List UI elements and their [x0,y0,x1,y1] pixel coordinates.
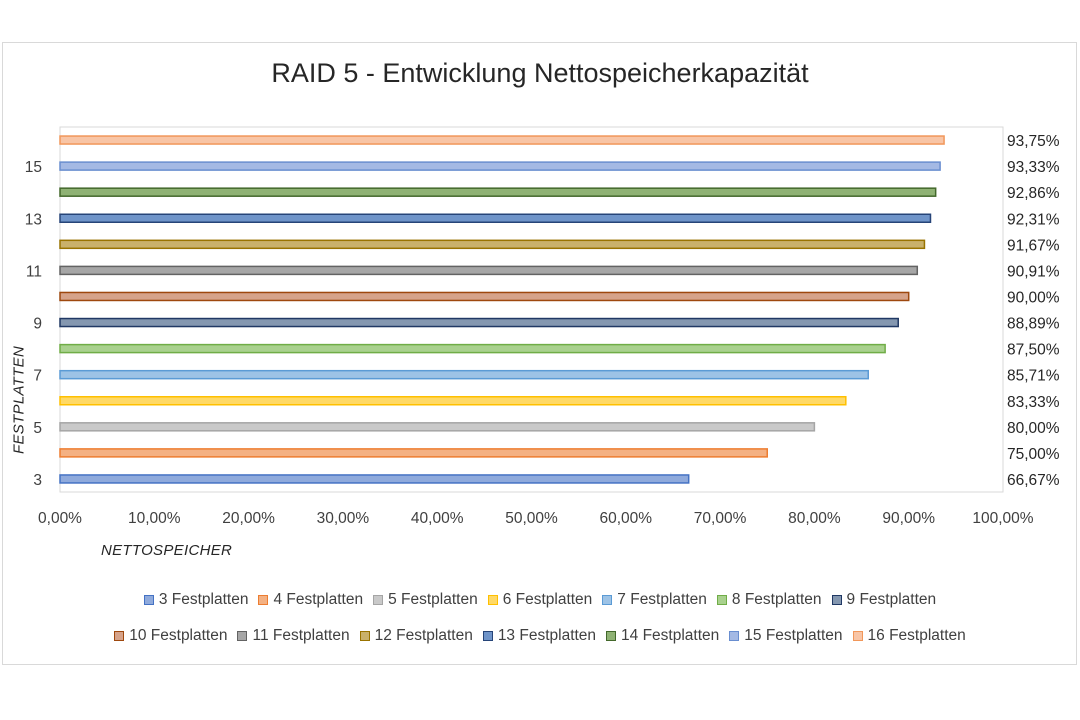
bar-4 [59,448,768,458]
legend-swatch [258,595,269,605]
data-label-14: 92,86% [1007,185,1060,202]
legend-swatch [487,595,498,605]
bar-11 [59,265,919,276]
legend-label: 15 Festplatten [744,627,843,644]
legend-item-8: 8 Festplatten [716,591,822,609]
y-tick-label-15: 15 [25,159,42,176]
data-label-9: 88,89% [1007,316,1060,333]
bar-3 [59,474,690,484]
legend-item-15: 15 Festplatten [729,627,843,645]
x-tick-label-8: 80,00% [788,510,841,527]
legend-item-6: 6 Festplatten [487,591,593,609]
legend-swatch [716,595,727,605]
legend-swatch [114,631,125,641]
legend-swatch [852,631,863,641]
bar-14 [59,187,937,197]
y-tick-label-11: 11 [26,263,42,280]
legend-item-9: 9 Festplatten [831,591,937,609]
legend-label: 4 Festplatten [273,591,364,608]
legend-item-16: 16 Festplatten [852,627,966,645]
data-label-4: 75,00% [1007,446,1060,463]
bar-9 [59,317,899,328]
legend-label: 8 Festplatten [731,591,822,608]
legend-label: 5 Festplatten [388,591,478,608]
legend-item-5: 5 Festplatten [373,591,478,609]
chart-area [2,42,1077,665]
data-label-16: 93,75% [1007,133,1060,150]
legend-label: 6 Festplatten [502,591,593,608]
legend-row-2: 10 Festplatten 11 Festplatten 12 Festplatt… [0,627,1080,645]
bar-16 [59,135,945,145]
y-tick-label-5: 5 [33,420,42,437]
bar-6 [59,396,847,406]
plot-area-border [59,126,1004,493]
y-tick-label-13: 13 [25,211,42,228]
chart-title: RAID 5 - Entwicklung Nettospeicherkapazi… [271,58,809,88]
legend-item-12: 12 Festplatten [359,627,473,645]
data-label-6: 83,33% [1007,394,1060,411]
x-tick-label-10: 100,00% [972,510,1033,527]
data-label-8: 87,50% [1007,342,1060,359]
data-label-13: 92,31% [1007,211,1060,228]
bar-7 [59,369,869,380]
y-tick-label-3: 3 [33,472,42,489]
data-label-3: 66,67% [1007,472,1060,489]
legend-label: 16 Festplatten [867,627,966,644]
data-label-12: 91,67% [1007,237,1060,254]
x-tick-label-7: 70,00% [694,510,747,527]
legend-swatch [143,595,154,605]
bar-15 [59,161,941,171]
legend-label: 9 Festplatten [846,591,937,608]
legend-label: 7 Festplatten [617,591,707,608]
legend-label: 13 Festplatten [497,627,597,644]
legend-item-3: 3 Festplatten [143,591,249,609]
x-tick-label-5: 50,00% [505,510,558,527]
x-tick-label-4: 40,00% [411,510,464,527]
legend-label: 12 Festplatten [374,627,473,644]
legend-label: 3 Festplatten [158,591,249,608]
legend-swatch [729,631,740,641]
legend-item-14: 14 Festplatten [606,627,719,645]
x-tick-label-2: 20,00% [222,510,275,527]
legend-label: 10 Festplatten [129,627,228,644]
bar-13 [59,213,932,223]
x-axis-label: NETTOSPEICHER [101,542,233,559]
legend-label: 14 Festplatten [621,627,720,644]
y-axis-label: FESTPLATTEN [10,345,28,455]
x-tick-label-9: 90,00% [882,510,935,527]
legend-label: 11 Festplatten [252,627,350,644]
x-tick-label-3: 30,00% [317,510,370,527]
legend-item-10: 10 Festplatten [114,627,227,645]
legend-item-7: 7 Festplatten [602,591,707,609]
legend-swatch [359,631,370,641]
bar-12 [59,239,926,250]
legend-item-4: 4 Festplatten [258,591,363,609]
legend-swatch [606,631,617,641]
y-tick-label-7: 7 [33,368,42,385]
data-label-15: 93,33% [1007,159,1060,176]
legend-swatch [482,631,493,641]
data-label-11: 90,91% [1007,263,1060,280]
legend-row-1: 3 Festplatten 4 Festplatten 5 Festplatten 6… [0,591,1080,609]
bar-8 [59,343,886,354]
data-label-10: 90,00% [1007,289,1060,306]
x-tick-label-6: 60,00% [600,510,653,527]
bar-10 [59,291,910,302]
data-label-5: 80,00% [1007,420,1060,437]
legend-swatch [831,595,842,605]
legend-swatch [373,595,384,605]
legend-item-13: 13 Festplatten [482,627,597,645]
x-tick-label-0: 0,00% [38,510,82,527]
data-label-7: 85,71% [1007,368,1060,385]
legend-swatch [237,631,248,641]
legend-item-11: 11 Festplatten [237,627,350,645]
legend-swatch [602,595,613,605]
y-tick-label-9: 9 [33,316,42,333]
bar-5 [59,422,816,432]
x-tick-label-1: 10,00% [128,510,181,527]
